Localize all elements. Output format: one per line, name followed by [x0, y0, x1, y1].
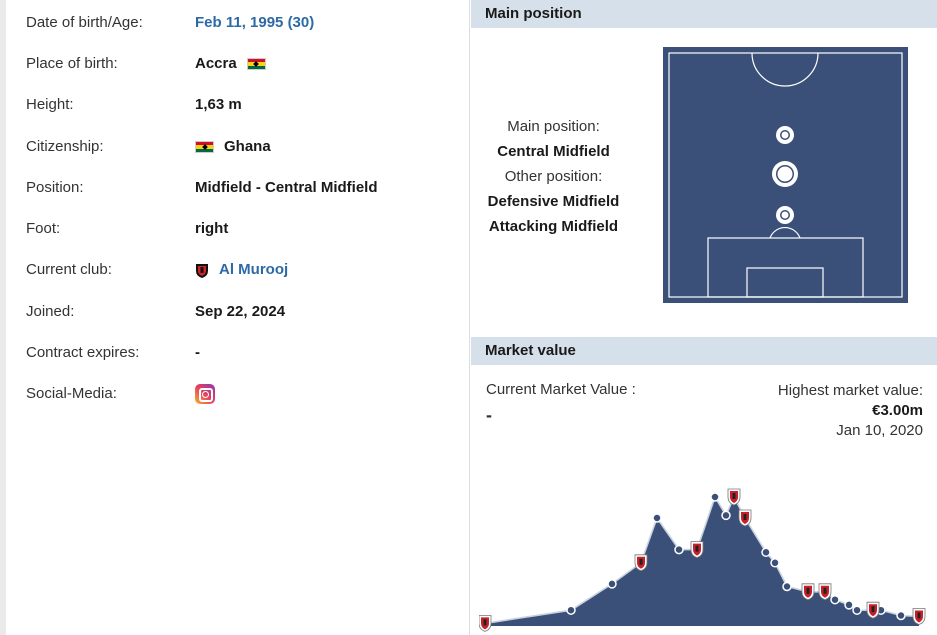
highest-market-value-label: Highest market value: — [777, 382, 923, 399]
penalty-arc — [769, 226, 801, 239]
info-row-label: Foot: — [26, 220, 61, 237]
club-crest-icon[interactable] — [801, 583, 815, 601]
other-position-value: Defensive Midfield — [487, 193, 620, 210]
main-position-value: Central Midfield — [497, 143, 610, 160]
current-market-value-label: Current Market Value : — [486, 381, 636, 398]
club-crest-icon[interactable] — [866, 601, 880, 619]
info-row-value-text: - — [195, 344, 200, 361]
info-row-label: Social-Media: — [26, 385, 117, 402]
highest-market-value-amount: €3.00m — [872, 402, 923, 419]
other-position-label: Other position: — [504, 168, 603, 185]
center-circle-arc — [751, 52, 819, 87]
highest-market-value-date: Jan 10, 2020 — [836, 422, 923, 439]
right-panel: Main position Main position: Central Mid… — [471, 0, 937, 635]
player-info-panel: Date of birth/Age: Feb 11, 1995 (30) Place… — [0, 0, 470, 635]
chart-point[interactable] — [896, 610, 906, 621]
info-row-value: 1,63 m — [195, 95, 242, 115]
position-pitch — [663, 47, 908, 303]
chart-point[interactable] — [830, 594, 840, 605]
chart-point[interactable] — [770, 558, 780, 568]
info-row-value-text: Midfield - Central Midfield — [195, 179, 378, 196]
info-row-label: Height: — [26, 96, 74, 113]
info-row-value-text[interactable]: Al Murooj — [219, 261, 289, 278]
market-value-header: Market value — [471, 337, 937, 365]
goal-box — [746, 267, 824, 298]
info-row-label: Date of birth/Age: — [26, 14, 143, 31]
info-row-value: - — [195, 343, 200, 363]
info-row-label: Place of birth: — [26, 55, 118, 72]
market-value-chart — [479, 488, 926, 632]
chart-point[interactable] — [710, 492, 720, 502]
info-row-label: Contract expires: — [26, 344, 140, 361]
position-marker-attacking — [776, 126, 794, 144]
club-crest-icon — [196, 264, 208, 278]
club-crest-icon[interactable] — [818, 583, 832, 601]
info-row-value: right — [195, 219, 228, 239]
info-row-label: Current club: — [26, 261, 112, 278]
chart-point[interactable] — [844, 600, 854, 610]
chart-point[interactable] — [607, 579, 617, 589]
club-crest-icon[interactable] — [479, 614, 492, 632]
chart-point[interactable] — [721, 510, 731, 521]
club-crest-icon[interactable] — [634, 554, 648, 572]
main-position-label: Main position: — [507, 118, 600, 135]
info-row-value[interactable]: Al Murooj — [195, 260, 288, 280]
info-row-value[interactable]: Feb 11, 1995 (30) — [195, 13, 314, 33]
position-text: Main position: Central Midfield Other po… — [481, 114, 626, 239]
info-row-value-text: right — [195, 220, 229, 237]
info-row-label: Joined: — [26, 303, 75, 320]
info-row-value: Sep 22, 2024 — [195, 302, 285, 322]
info-row-value: Ghana — [195, 137, 271, 157]
info-row-value-text: 1,63 m — [195, 96, 242, 113]
main-position-header: Main position — [471, 0, 937, 28]
info-row-label: Position: — [26, 179, 84, 196]
info-row-value: Accra — [195, 54, 266, 74]
chart-point[interactable] — [782, 581, 792, 592]
club-crest-icon[interactable] — [738, 509, 752, 527]
instagram-icon[interactable] — [195, 384, 215, 404]
current-market-value: - — [486, 405, 492, 425]
ghana-flag-icon — [246, 58, 266, 70]
club-crest-icon[interactable] — [912, 608, 926, 625]
info-row-value: Midfield - Central Midfield — [195, 178, 378, 198]
chart-point[interactable] — [674, 544, 684, 555]
club-crest-icon[interactable] — [690, 541, 704, 559]
other-position-value: Attacking Midfield — [488, 218, 619, 235]
ghana-flag-icon — [195, 141, 214, 153]
info-row-value-text[interactable]: Feb 11, 1995 (30) — [195, 14, 315, 31]
info-row-value[interactable] — [195, 384, 215, 404]
info-row-value-text: Sep 22, 2024 — [195, 303, 286, 320]
highest-market-value: Highest market value: €3.00m Jan 10, 202… — [778, 381, 923, 441]
position-marker-defensive — [776, 206, 794, 224]
position-marker-central — [772, 161, 798, 187]
info-row-value-text: Ghana — [224, 138, 271, 155]
chart-point[interactable] — [761, 547, 771, 558]
chart-point[interactable] — [652, 513, 662, 523]
chart-point[interactable] — [852, 605, 862, 615]
club-crest-icon[interactable] — [727, 488, 741, 506]
chart-point[interactable] — [566, 605, 576, 615]
info-row-value-text: Accra — [195, 55, 237, 72]
info-row-label: Citizenship: — [26, 138, 104, 155]
